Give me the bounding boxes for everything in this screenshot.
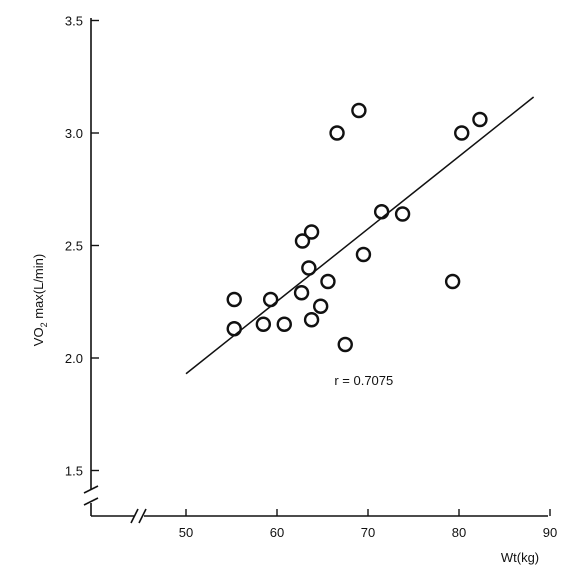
- y-axis-break-mark: [83, 485, 99, 494]
- data-point: [255, 316, 272, 332]
- data-point: [303, 224, 320, 240]
- data-point: [373, 204, 390, 220]
- data-point: [444, 273, 461, 290]
- y-axis-title-main: VO: [31, 327, 46, 346]
- fit-line-group: [185, 96, 535, 375]
- data-point: [351, 102, 367, 119]
- x-axis-break-mark: [138, 508, 147, 524]
- y-axis-title-rest: max(L/min): [31, 254, 46, 323]
- y-axis-title: VO2 max(L/min): [31, 254, 49, 346]
- data-point: [355, 246, 372, 263]
- data-point: [303, 312, 320, 328]
- x-axis-tick-labels: 50 60 70 80 90: [179, 525, 557, 540]
- x-axis-title: Wt(kg): [501, 550, 539, 565]
- correlation-annotation: r = 0.7075: [334, 373, 393, 388]
- x-tick-label: 50: [179, 525, 193, 540]
- x-tick-label: 70: [361, 525, 375, 540]
- x-axis-break-mark: [130, 508, 139, 524]
- data-point: [312, 298, 329, 314]
- x-axis-ticks: [185, 509, 551, 516]
- axes: [83, 18, 548, 524]
- data-point: [294, 233, 311, 249]
- y-tick-label: 3.0: [65, 126, 83, 141]
- data-point: [226, 291, 242, 308]
- y-tick-label: 2.0: [65, 351, 83, 366]
- y-axis-tick-labels: 1.5 2.0 2.5 3.0 3.5: [65, 14, 83, 479]
- data-point: [394, 206, 411, 222]
- y-axis-break-mark: [83, 497, 99, 506]
- y-axis-ticks: [91, 19, 99, 472]
- data-point: [337, 336, 353, 353]
- y-tick-label: 3.5: [65, 14, 83, 29]
- data-point: [262, 291, 279, 308]
- data-point: [301, 260, 317, 276]
- data-point: [454, 125, 470, 141]
- data-point: [293, 285, 310, 301]
- data-point: [329, 125, 345, 141]
- data-points: [226, 102, 488, 353]
- y-tick-label: 1.5: [65, 464, 83, 479]
- regression-line: [185, 96, 535, 375]
- data-point: [320, 273, 336, 290]
- data-point: [472, 111, 488, 128]
- data-point: [276, 316, 292, 332]
- x-tick-label: 80: [452, 525, 466, 540]
- data-point: [226, 321, 242, 337]
- y-tick-label: 2.5: [65, 239, 83, 254]
- x-tick-label: 60: [270, 525, 284, 540]
- x-tick-label: 90: [543, 525, 557, 540]
- y-axis-title-subscript: 2: [39, 322, 49, 327]
